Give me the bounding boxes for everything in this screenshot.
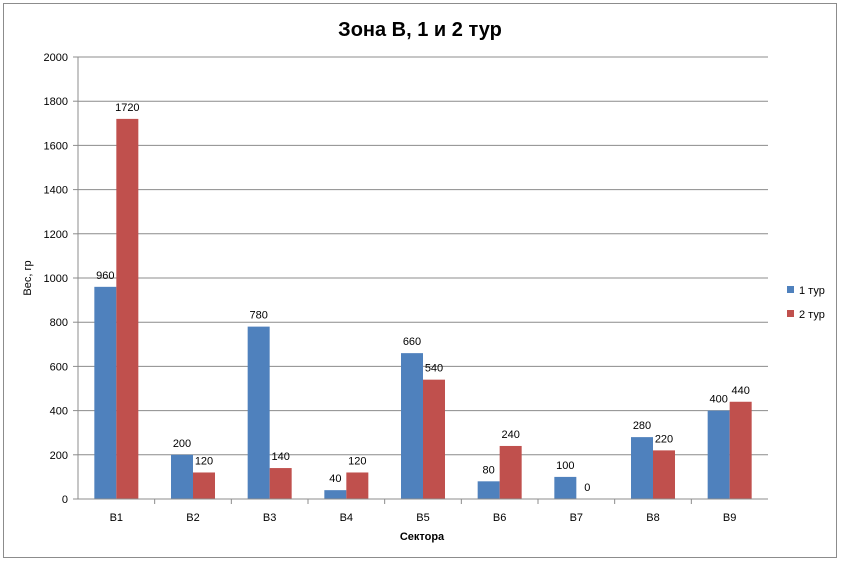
x-tick-label: В9 <box>723 512 736 524</box>
bar-series-2-8 <box>653 450 675 499</box>
data-label: 220 <box>655 433 673 445</box>
y-axis-ticks: 0 200 400 600 800 1000 1200 1400 1600 1800 2000 <box>44 52 78 506</box>
chart-title: Зона В, 1 и 2 тур <box>338 19 502 41</box>
y-tick-label: 800 <box>50 317 68 329</box>
bar-series-1-9 <box>707 410 730 499</box>
data-label: 280 <box>633 420 651 432</box>
y-tick-label: 400 <box>50 406 68 418</box>
y-tick-label: 1400 <box>44 185 68 197</box>
x-axis-label: Сектора <box>400 531 445 543</box>
bar-series-2-3 <box>269 468 292 499</box>
y-tick-label: 0 <box>62 494 68 506</box>
data-label: 140 <box>271 451 289 463</box>
y-tick-label: 1200 <box>44 229 68 241</box>
legend-item-label: 2 тур <box>799 309 825 321</box>
y-tick-label: 600 <box>50 361 68 373</box>
y-tick-label: 1800 <box>44 96 68 108</box>
data-label: 0 <box>584 482 590 494</box>
data-label: 80 <box>483 464 495 476</box>
bar-series-2-9 <box>729 401 752 499</box>
bar-series-2-4 <box>346 472 369 499</box>
legend-swatch <box>787 310 794 317</box>
x-tick-label: В4 <box>340 512 353 524</box>
bar-series-1-1 <box>94 286 117 499</box>
bar-series-1-5 <box>401 353 423 499</box>
bar-series-1-2 <box>171 454 193 499</box>
data-label: 1720 <box>115 102 139 114</box>
data-label: 120 <box>348 455 366 467</box>
x-tick-label: В1 <box>110 512 123 524</box>
bar-series-2-6 <box>499 445 522 499</box>
data-label: 780 <box>249 310 267 322</box>
bars <box>94 118 752 499</box>
y-tick-label: 200 <box>50 450 68 462</box>
bar-series-1-6 <box>477 481 500 499</box>
legend: 1 тур 2 тур <box>787 285 825 321</box>
bar-series-2-5 <box>423 379 445 499</box>
y-tick-label: 1600 <box>44 140 68 152</box>
data-label: 400 <box>709 394 727 406</box>
data-label: 200 <box>173 438 191 450</box>
bar-series-1-4 <box>324 490 347 499</box>
data-label: 100 <box>556 460 574 472</box>
bar-series-1-8 <box>631 437 653 499</box>
bar-series-1-3 <box>247 326 270 499</box>
data-label: 240 <box>501 429 519 441</box>
data-label: 660 <box>403 336 421 348</box>
x-tick-label: В5 <box>416 512 429 524</box>
data-label: 960 <box>96 270 114 282</box>
data-label: 40 <box>329 473 341 485</box>
x-axis-ticks: В1 В2 В3 В4 В5 В6 В7 В8 В9 <box>110 499 736 524</box>
legend-item-label: 1 тур <box>799 285 825 297</box>
y-tick-label: 2000 <box>44 52 68 64</box>
x-tick-label: В2 <box>186 512 199 524</box>
bar-series-2-2 <box>193 472 215 499</box>
legend-swatch <box>787 286 794 293</box>
x-tick-label: В6 <box>493 512 506 524</box>
data-labels: 960 1720 200 120 780 140 40 120 660 540 80 240 100 0 2… <box>96 102 750 494</box>
data-label: 440 <box>731 385 749 397</box>
data-label: 120 <box>195 455 213 467</box>
bar-series-1-7 <box>554 476 577 499</box>
x-tick-label: В3 <box>263 512 276 524</box>
bar-series-2-1 <box>116 118 139 499</box>
x-tick-label: В8 <box>646 512 659 524</box>
data-label: 540 <box>425 363 443 375</box>
y-tick-label: 1000 <box>44 273 68 285</box>
y-axis-label: Вес, гр <box>22 260 34 295</box>
x-tick-label: В7 <box>570 512 583 524</box>
